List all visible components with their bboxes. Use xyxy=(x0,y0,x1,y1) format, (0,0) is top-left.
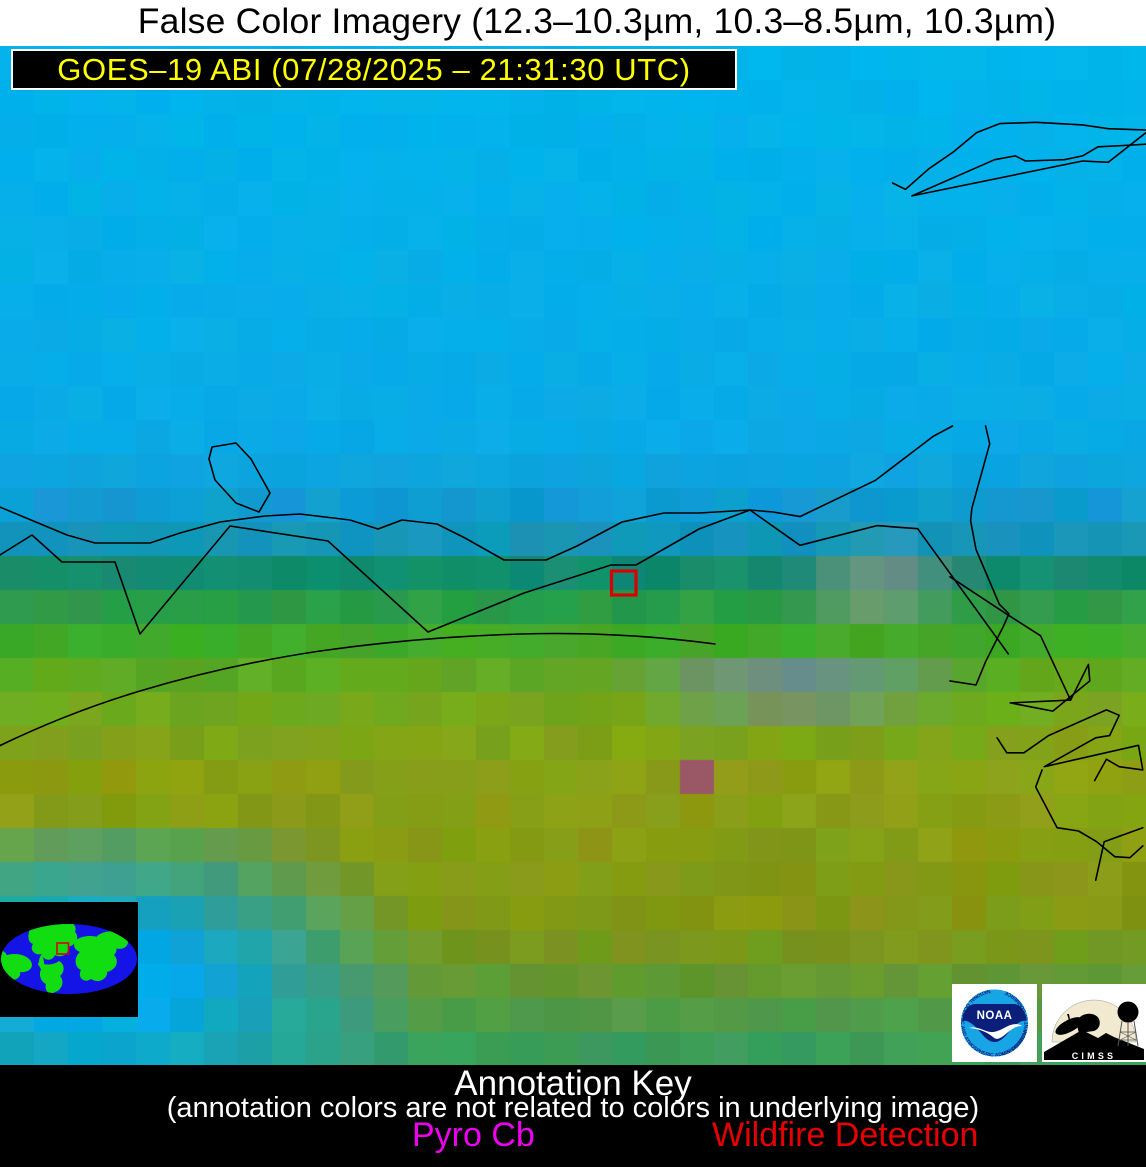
svg-text:NOAA: NOAA xyxy=(977,1010,1013,1022)
svg-text:CIMSS: CIMSS xyxy=(1072,1051,1117,1061)
